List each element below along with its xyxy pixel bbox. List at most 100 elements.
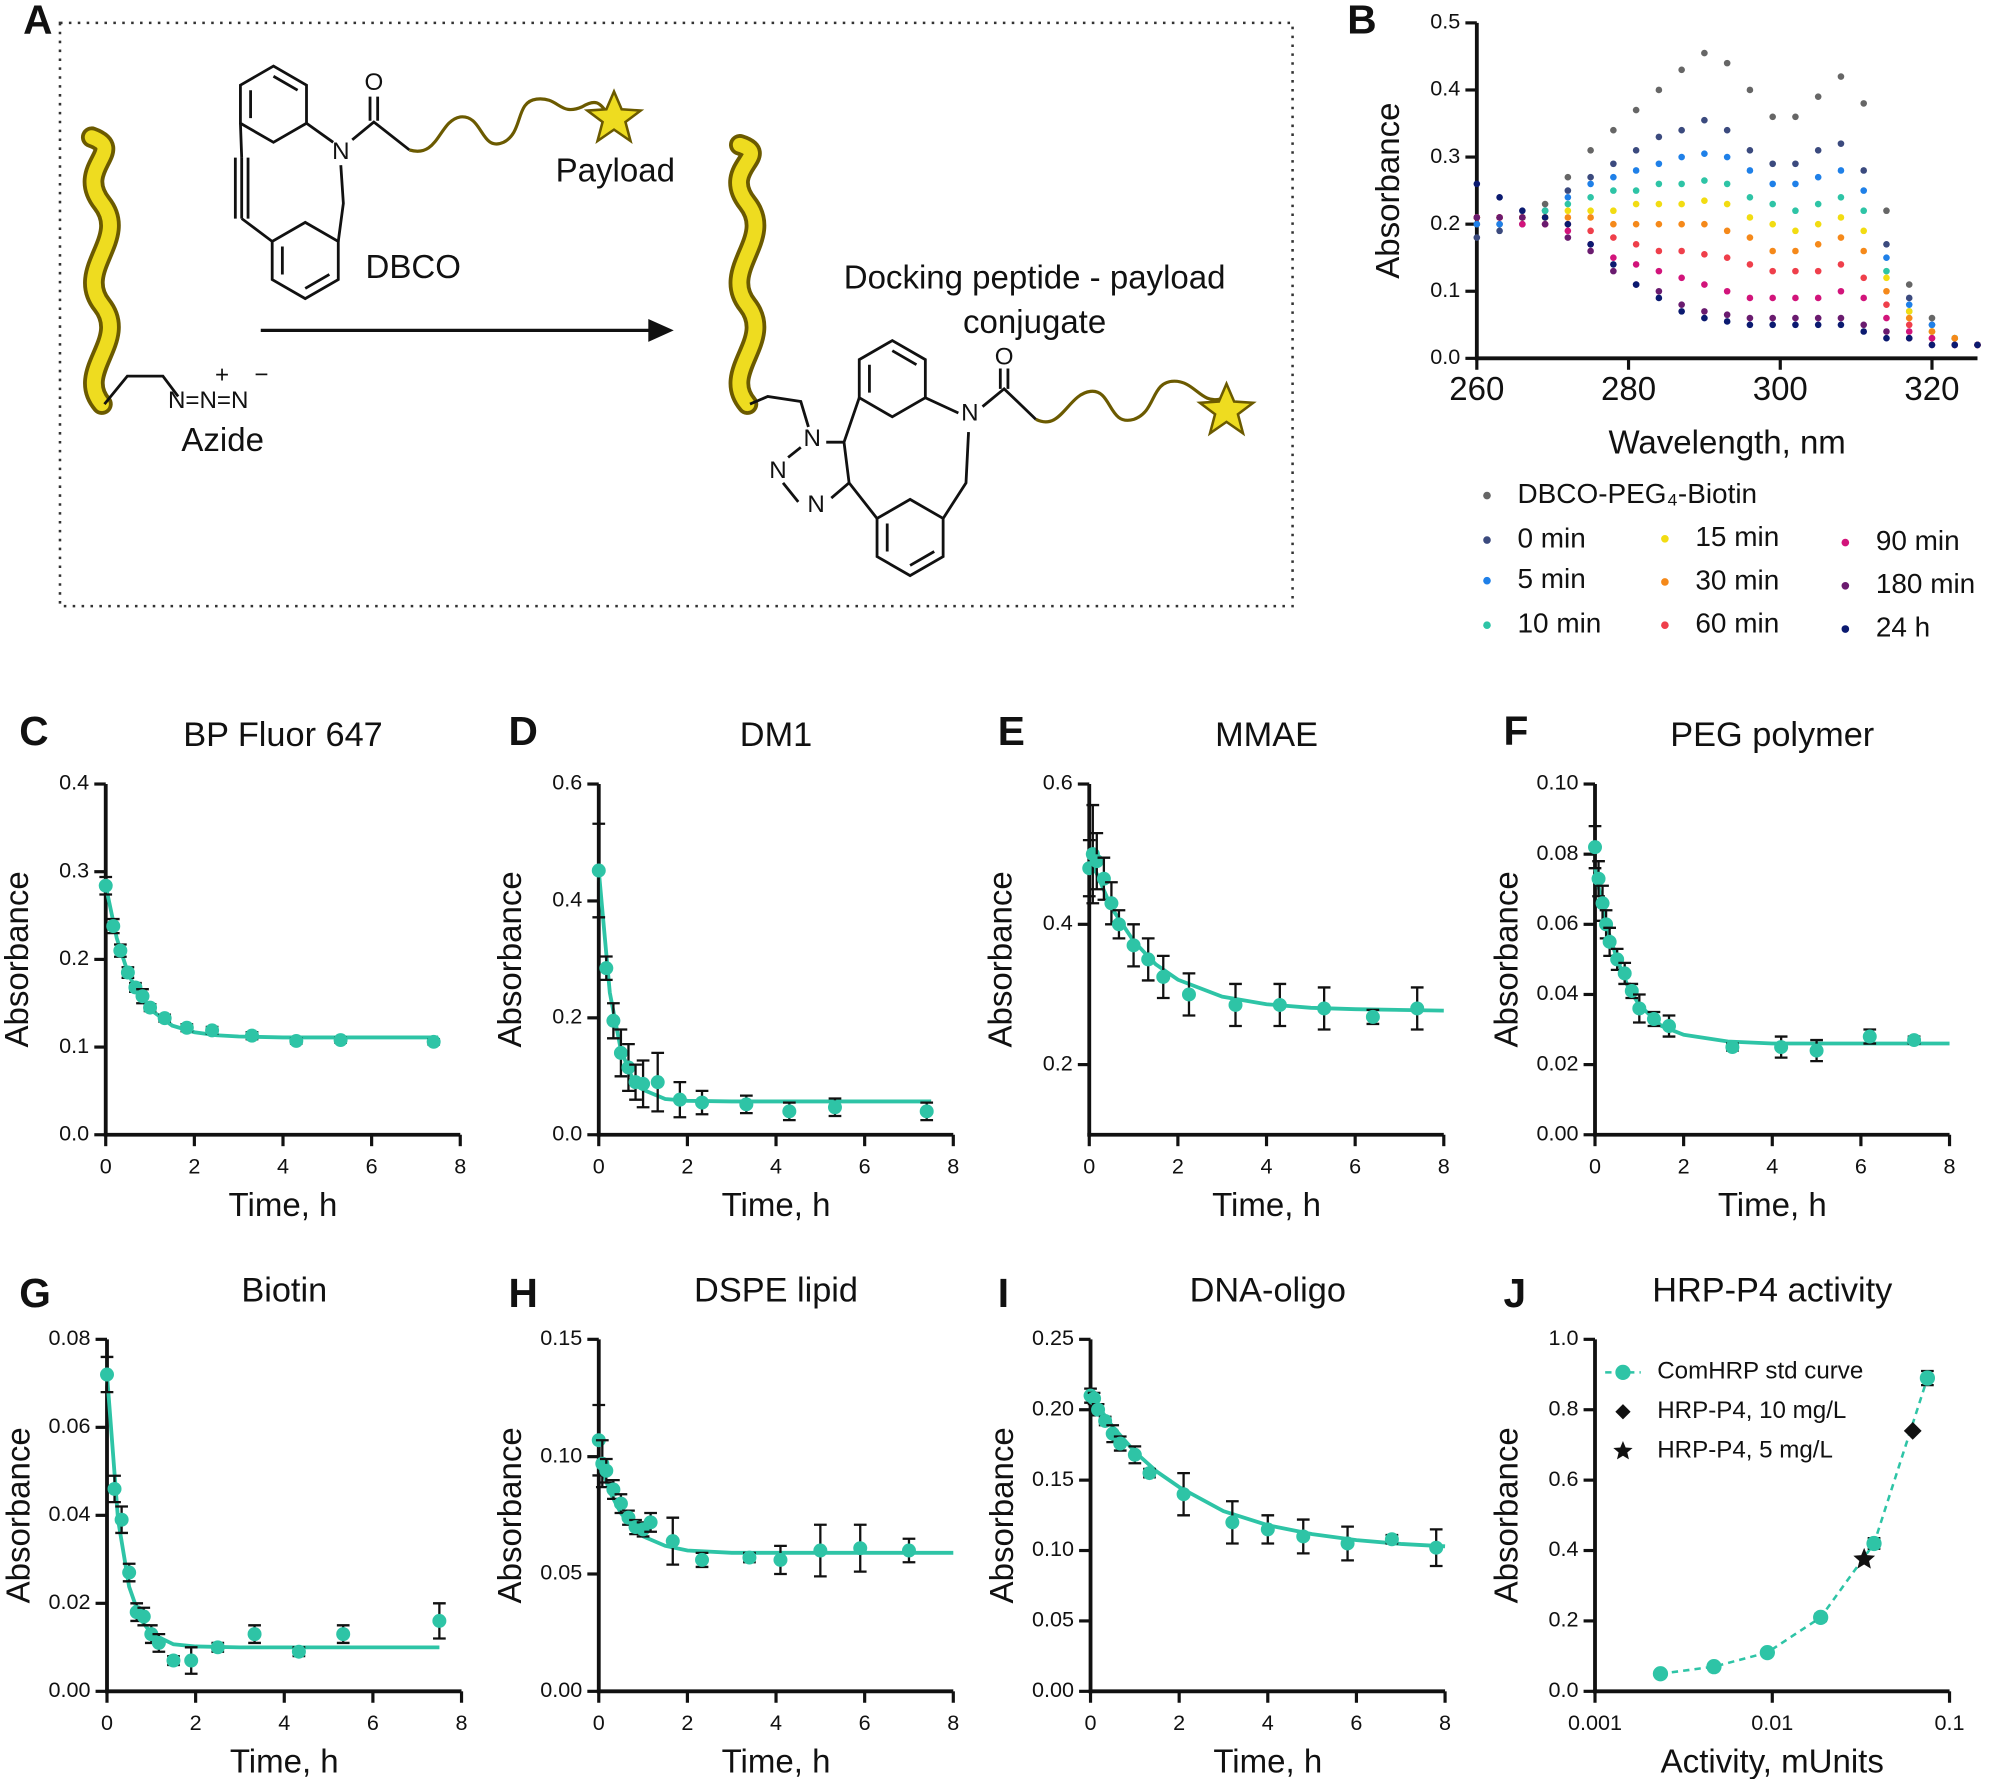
y-tick-label: 0.3 bbox=[1430, 143, 1460, 168]
point bbox=[1496, 194, 1503, 201]
legend-label: 0 min bbox=[1517, 522, 1585, 553]
point bbox=[1706, 1659, 1722, 1675]
point bbox=[1587, 247, 1594, 255]
point bbox=[289, 1033, 304, 1048]
point bbox=[1473, 214, 1481, 221]
point bbox=[122, 1565, 137, 1580]
point bbox=[1655, 287, 1663, 295]
point bbox=[1905, 301, 1913, 308]
point bbox=[1769, 314, 1776, 322]
point bbox=[1610, 261, 1617, 268]
point bbox=[1610, 126, 1617, 134]
atom-label: N bbox=[804, 425, 821, 452]
point bbox=[1228, 997, 1243, 1012]
point bbox=[1919, 1370, 1936, 1386]
legend-marker bbox=[1483, 576, 1491, 585]
payload-label: Payload bbox=[556, 152, 675, 189]
point bbox=[1588, 840, 1602, 855]
point bbox=[1746, 86, 1754, 94]
panel-letter: B bbox=[1347, 0, 1376, 43]
point bbox=[1496, 227, 1503, 235]
point bbox=[1866, 1535, 1882, 1552]
point bbox=[1814, 220, 1822, 228]
point bbox=[1701, 177, 1708, 184]
point bbox=[98, 878, 113, 893]
point bbox=[1655, 247, 1663, 255]
y-tick-label: 0.10 bbox=[540, 1442, 582, 1467]
atom-label: O bbox=[995, 344, 1014, 371]
atom-label: N bbox=[961, 400, 978, 427]
y-tick-label: 0.5 bbox=[1430, 9, 1460, 34]
point bbox=[1792, 227, 1799, 235]
point bbox=[1176, 1487, 1191, 1502]
point bbox=[1792, 180, 1799, 188]
x-axis-label: Time, h bbox=[1718, 1186, 1827, 1223]
y-tick-label: 0.00 bbox=[540, 1677, 582, 1702]
point bbox=[1096, 871, 1111, 886]
x-axis-label: Activity, mUnits bbox=[1661, 1742, 1884, 1779]
fit-curve bbox=[1088, 1394, 1446, 1549]
point bbox=[1883, 274, 1890, 282]
legend-marker bbox=[1483, 621, 1491, 630]
dbco-label: DBCO bbox=[366, 248, 461, 285]
point bbox=[1746, 167, 1754, 174]
point bbox=[1225, 1515, 1240, 1530]
point bbox=[1610, 187, 1617, 194]
x-tick-label: 4 bbox=[1261, 1153, 1273, 1178]
point bbox=[1587, 194, 1594, 201]
y-tick-label: 0.15 bbox=[1032, 1466, 1074, 1491]
point bbox=[1599, 917, 1614, 932]
y-tick-label: 0.02 bbox=[1536, 1050, 1578, 1075]
x-axis-label: Time, h bbox=[230, 1742, 339, 1779]
point bbox=[1723, 227, 1731, 235]
point bbox=[1632, 167, 1640, 174]
point bbox=[1678, 247, 1685, 255]
point bbox=[1655, 133, 1663, 141]
point bbox=[136, 1609, 151, 1624]
point bbox=[1769, 200, 1776, 208]
point bbox=[166, 1653, 181, 1668]
point bbox=[1883, 328, 1890, 335]
x-tick-label: 2 bbox=[681, 1710, 693, 1735]
point bbox=[621, 1060, 636, 1075]
x-tick-label: 4 bbox=[1262, 1710, 1274, 1735]
chart-title: Biotin bbox=[241, 1271, 327, 1309]
product-label: Docking peptide - payload bbox=[844, 258, 1226, 295]
point bbox=[157, 1011, 172, 1026]
point bbox=[1905, 314, 1913, 322]
panel-letter: G bbox=[19, 1270, 51, 1316]
azide-label: Azide bbox=[181, 421, 264, 458]
legend-label: 60 min bbox=[1695, 608, 1779, 639]
y-axis-label: Absorbance bbox=[1487, 1427, 1524, 1603]
point bbox=[1860, 100, 1868, 107]
point bbox=[1837, 73, 1845, 80]
point bbox=[1519, 214, 1526, 221]
point bbox=[1837, 287, 1845, 295]
point bbox=[1809, 1043, 1824, 1058]
chart-title: DNA-oligo bbox=[1190, 1271, 1346, 1309]
point bbox=[1723, 200, 1731, 208]
point bbox=[1678, 200, 1685, 208]
y-tick-label: 0.4 bbox=[1043, 910, 1073, 935]
x-tick-label: 2 bbox=[190, 1710, 202, 1735]
point bbox=[1928, 314, 1936, 322]
x-tick-label: 0 bbox=[101, 1710, 113, 1735]
point bbox=[1701, 308, 1708, 315]
point bbox=[901, 1543, 916, 1558]
point bbox=[1814, 294, 1822, 302]
point bbox=[1928, 321, 1936, 329]
point bbox=[1272, 997, 1287, 1012]
point bbox=[739, 1097, 754, 1112]
point bbox=[1837, 214, 1845, 221]
atom-label: − bbox=[254, 362, 268, 389]
legend-label: 10 min bbox=[1517, 608, 1601, 639]
point bbox=[1087, 1391, 1102, 1406]
point bbox=[1632, 1001, 1647, 1016]
legend-label: HRP-P4, 5 mg/L bbox=[1657, 1437, 1833, 1464]
panel-letter: F bbox=[1504, 708, 1529, 754]
star-marker bbox=[1853, 1547, 1876, 1569]
point bbox=[120, 965, 135, 980]
legend-label: HRP-P4, 10 mg/L bbox=[1657, 1397, 1846, 1424]
point bbox=[1655, 180, 1663, 188]
point bbox=[1181, 987, 1196, 1002]
